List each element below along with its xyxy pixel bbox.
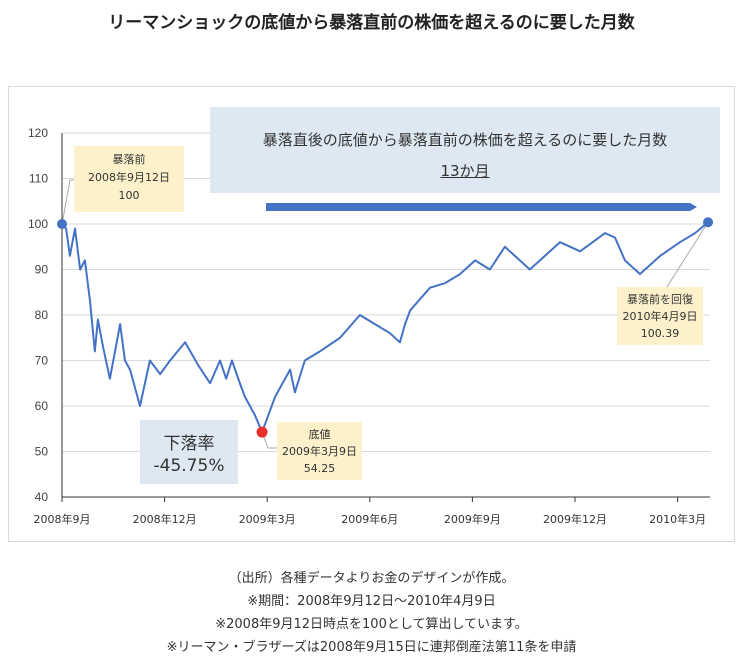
connector-line (261, 431, 277, 449)
y-tick-label: 80 (35, 308, 49, 322)
x-tick-label: 2009年6月 (341, 512, 398, 526)
x-tick-label: 2009年12月 (543, 512, 607, 526)
duration-arrow-head (690, 203, 697, 211)
y-tick-label: 40 (35, 490, 49, 504)
banner-months: 13か月 (440, 162, 490, 180)
connector-line (664, 221, 709, 291)
chart-frame (8, 86, 735, 542)
banner-text: 暴落直後の底値から暴落直前の株価を超えるのに要した月数 (262, 131, 668, 149)
annotation-value: 100 (118, 189, 140, 202)
lehman-note: ※リーマン・ブラザーズは2008年9月15日に連邦倒産法第11条を申請 (166, 640, 577, 655)
duration-arrow (266, 203, 690, 211)
x-tick-label: 2009年9月 (444, 512, 501, 526)
y-tick-label: 70 (35, 354, 49, 368)
x-tick-label: 2009年3月 (239, 512, 296, 526)
annotation-label: 底値 (308, 428, 331, 441)
source-note: （出所）各種データよりお金のデザインが作成。 (228, 571, 515, 586)
annotation-date: 2008年9月12日 (88, 171, 170, 184)
drop-rate-box: 下落率 -45.75% (140, 420, 238, 484)
drop-rate-label: 下落率 (163, 434, 215, 454)
annotation-value: 100.39 (640, 327, 680, 340)
y-tick-label: 100 (28, 217, 48, 231)
x-tick-label: 2008年9月 (34, 512, 91, 526)
base-note: ※2008年9月12日時点を100として算出しています。 (215, 617, 528, 632)
annotation-bottom: 底値 2009年3月9日 54.25 (277, 422, 362, 480)
y-tick-label: 60 (35, 399, 49, 413)
x-tick-label: 2008年12月 (133, 512, 197, 526)
drop-rate-value: -45.75% (153, 456, 225, 476)
y-tick-label: 120 (28, 126, 48, 140)
series-line (61, 221, 709, 434)
y-tick-label: 110 (29, 172, 48, 186)
recovery-point-marker (703, 217, 714, 228)
start-point-marker (57, 219, 67, 229)
annotation-label: 暴落前を回復 (627, 293, 693, 306)
annotation-recovery: 暴落前を回復 2010年4月9日 100.39 (617, 287, 703, 345)
y-tick-label: 90 (35, 263, 49, 277)
annotation-date: 2010年4月9日 (622, 310, 698, 323)
annotation-value: 54.25 (303, 462, 336, 475)
annotation-label: 暴落前 (112, 153, 146, 166)
annotation-pre-crash: 暴落前 2008年9月12日 100 (74, 146, 184, 212)
annotation-date: 2009年3月9日 (282, 445, 357, 458)
bottom-point-marker (256, 426, 268, 438)
x-tick-label: 2010年3月 (649, 512, 706, 526)
period-note: ※期間：2008年9月12日〜2010年4月9日 (247, 594, 496, 609)
chart-title: リーマンショックの底値から暴落直前の株価を超えるのに要した月数 (108, 13, 635, 33)
y-tick-label: 50 (35, 445, 49, 459)
banner: 暴落直後の底値から暴落直前の株価を超えるのに要した月数 13か月 (210, 107, 720, 193)
